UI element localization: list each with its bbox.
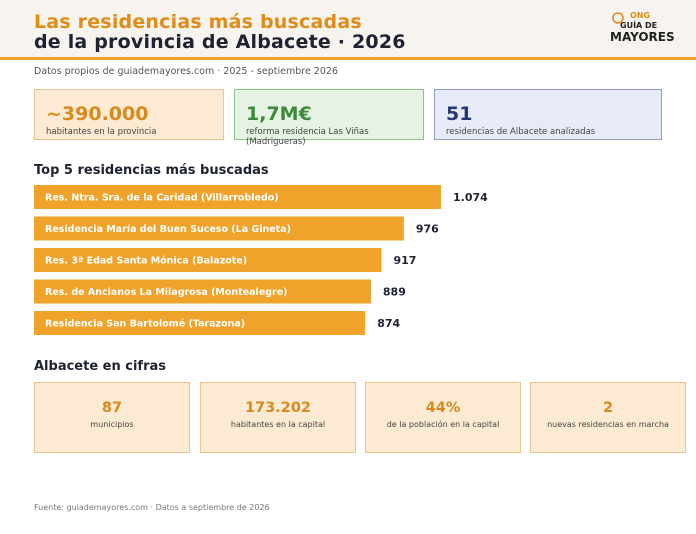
- kpi-value: ~390.000: [46, 103, 149, 125]
- cifra-label: de la población en la capital: [386, 420, 500, 429]
- cifra-value: 173.202: [244, 400, 312, 416]
- page-title-line2: de la provincia de Albacete · 2026: [34, 31, 406, 53]
- cifra-card-nuevas-residencias: 2 nuevas residencias en marcha: [530, 382, 686, 453]
- bar-category-label: Res. 3ª Edad Santa Mónica (Balazote): [45, 256, 247, 267]
- kpi-card-reforma: 1,7M€ reforma residencia Las Viñas (Madr…: [234, 89, 424, 147]
- kpi-label: residencias de Albacete analizadas: [446, 127, 596, 137]
- kpi-value: 51: [446, 103, 473, 125]
- top5-section-title: Top 5 residencias más buscadas: [34, 163, 269, 178]
- logo-guia-text: GUÍA DE: [620, 21, 658, 30]
- bar-1: [34, 216, 404, 241]
- bar-3: [34, 279, 371, 304]
- bar-value-label: 917: [394, 254, 417, 267]
- bar-value-label: 1.074: [453, 191, 488, 204]
- kpi-value: 1,7M€: [246, 103, 312, 125]
- cifra-value: 2: [602, 400, 614, 416]
- logo: ONG GUÍA DE MAYORES: [610, 10, 675, 46]
- bar-category-label: Res. de Ancianos La Milagrosa (Montealeg…: [45, 287, 288, 298]
- footer-source: Fuente: guiademayores.com · Datos a sept…: [34, 503, 270, 512]
- header: Las residencias más buscadas de la provi…: [0, 0, 696, 60]
- bar-0: [34, 185, 441, 209]
- cifra-label: nuevas residencias en marcha: [547, 420, 669, 429]
- bar-category-label: Residencia San Bartolomé (Tarazona): [45, 319, 245, 330]
- bar-category-label: Res. Ntra. Sra. de la Caridad (Villarrob…: [45, 193, 279, 204]
- heart-icon: [612, 12, 624, 24]
- bar-value-label: 976: [416, 223, 439, 236]
- kpi-label: reforma residencia Las Viñas (Madriguera…: [246, 127, 369, 147]
- cifra-value: 87: [101, 400, 123, 416]
- subtitle: Datos propios de guiademayores.com · 202…: [34, 66, 338, 77]
- cifra-label: municipios: [90, 420, 134, 429]
- kpi-card-residencias: 51 residencias de Albacete analizadas: [434, 89, 662, 140]
- cifra-value: 44%: [425, 400, 461, 416]
- cifra-card-habitantes-capital: 173.202 habitantes en la capital: [200, 382, 356, 453]
- cifra-card-poblacion-capital: 44% de la población en la capital: [365, 382, 521, 453]
- bar-4: [34, 311, 366, 335]
- kpi-label: habitantes en la provincia: [46, 127, 157, 137]
- page-title-line1: Las residencias más buscadas: [34, 11, 362, 33]
- kpi-card-habitantes: ~390.000 habitantes en la provincia: [34, 89, 224, 140]
- bar-value-label: 889: [383, 286, 406, 299]
- bar-category-label: Residencia María del Buen Suceso (La Gin…: [45, 224, 291, 235]
- bar-2: [34, 248, 382, 272]
- cifra-label: habitantes en la capital: [230, 420, 326, 429]
- logo-ong-text: ONG: [630, 11, 651, 20]
- logo-mayores-text: MAYORES: [610, 30, 675, 44]
- cifra-card-municipios: 87 municipios: [34, 382, 190, 453]
- bar-value-label: 874: [377, 317, 400, 330]
- cifras-section-title: Albacete en cifras: [34, 359, 167, 374]
